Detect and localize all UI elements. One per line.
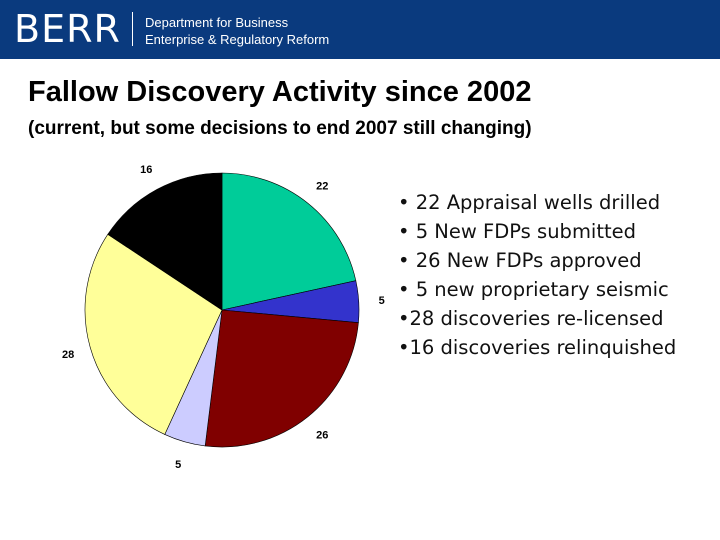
department-line-2: Enterprise & Regulatory Reform <box>145 32 330 47</box>
pie-slice-2 <box>204 309 359 448</box>
activity-list: • 22 Appraisal wells drilled • 5 New FDP… <box>398 188 676 362</box>
pie-slice-0 <box>221 172 357 311</box>
pie-label-5: 16 <box>140 164 152 176</box>
pie-slice-4 <box>84 233 223 435</box>
pie-label-4: 28 <box>62 349 74 361</box>
bullet-proprietary-seismic: • 5 new proprietary seismic <box>398 278 669 301</box>
slide-title: Fallow Discovery Activity since 2002 <box>28 76 532 108</box>
bullet-fdps-approved: • 26 New FDPs approved <box>398 249 642 272</box>
pie-chart: 22 5 26 5 28 16 <box>62 164 385 470</box>
bullet-fdps-submitted: • 5 New FDPs submitted <box>398 220 637 243</box>
bullet-re-licensed: •28 discoveries re-licensed <box>398 307 664 330</box>
pie-label-3: 5 <box>175 459 181 470</box>
pie-slice-5 <box>107 172 223 311</box>
slide-subtitle: (current, but some decisions to end 2007… <box>28 118 532 139</box>
header-bar: BERR Department for Business Enterprise … <box>0 0 720 59</box>
berr-logo: BERR <box>14 7 121 51</box>
department-name: Department for Business Enterprise & Reg… <box>145 14 329 48</box>
pie-label-0: 22 <box>316 180 328 192</box>
pie-label-2: 26 <box>316 430 328 442</box>
bullet-relinquished: •16 discoveries relinquished <box>398 336 677 359</box>
pie-label-1: 5 <box>379 295 385 307</box>
department-line-1: Department for Business <box>145 15 289 30</box>
bullet-appraisal-wells: • 22 Appraisal wells drilled <box>398 191 661 214</box>
logo-separator <box>132 12 133 46</box>
